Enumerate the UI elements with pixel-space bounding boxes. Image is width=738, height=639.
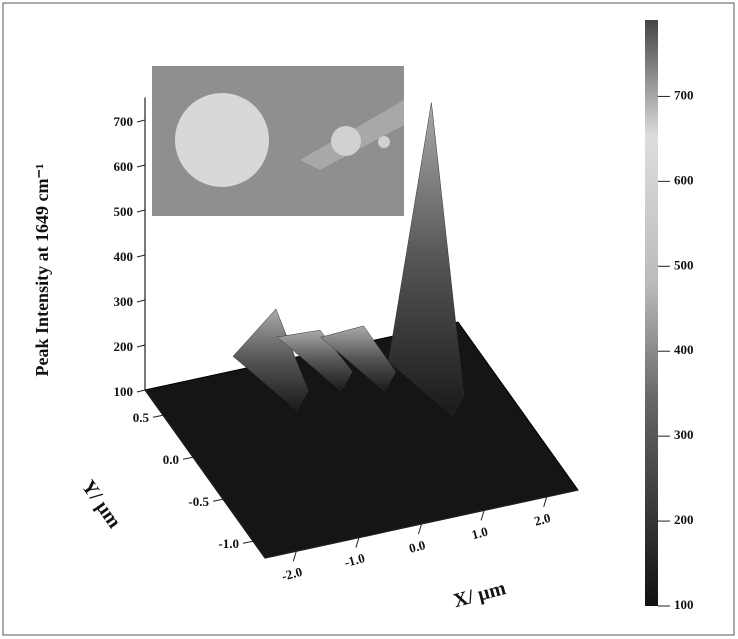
inset-image <box>152 66 404 216</box>
x-tick <box>543 496 548 507</box>
x-tick <box>292 551 297 562</box>
x-tick-label: -1.0 <box>343 550 367 570</box>
y-tick <box>152 414 164 418</box>
surface-peak <box>388 102 465 416</box>
z-tick-label: 600 <box>114 159 134 174</box>
z-tick <box>136 209 146 213</box>
x-tick <box>418 523 422 535</box>
colorbar-tick-label: 400 <box>674 342 694 357</box>
colorbar-tick-label: 200 <box>674 512 694 527</box>
y-tick-label: 0.0 <box>163 452 179 467</box>
z-tick <box>136 254 146 258</box>
y-tick-label: 0.5 <box>133 410 150 425</box>
colorbar-tick-label: 100 <box>674 597 694 612</box>
y-tick <box>242 540 254 544</box>
z-tick <box>136 164 146 168</box>
y-tick <box>182 456 194 460</box>
y-axis-label: Y/ µm <box>77 476 126 532</box>
z-tick-label: 200 <box>114 339 134 354</box>
z-tick-label: 100 <box>114 384 134 399</box>
x-tick-label: 0.0 <box>407 537 427 556</box>
z-tick <box>136 344 146 348</box>
z-tick-label: 500 <box>114 204 134 219</box>
surface-peak <box>276 329 353 392</box>
z-tick <box>136 299 146 303</box>
z-tick <box>136 119 146 123</box>
x-tick-label: 1.0 <box>470 524 490 543</box>
x-tick-label: 2.0 <box>533 510 553 529</box>
colorbar-tick-label: 500 <box>674 257 694 272</box>
surface-peak <box>320 325 397 392</box>
x-tick <box>355 537 360 548</box>
colorbar-tick-label: 300 <box>674 427 694 442</box>
y-tick-label: -0.5 <box>188 494 209 509</box>
y-tick-label: -1.0 <box>218 536 239 551</box>
y-tick <box>212 498 224 502</box>
z-axis-label: Peak Intensity at 1649 cm⁻¹ <box>32 164 52 377</box>
z-tick-label: 300 <box>114 294 134 309</box>
colorbar-tick-label: 700 <box>674 87 694 102</box>
z-tick-label: 700 <box>114 114 134 129</box>
x-axis-label: X/ µm <box>451 577 508 612</box>
x-tick <box>480 510 485 521</box>
z-tick-label: 400 <box>114 249 134 264</box>
z-tick <box>136 389 146 393</box>
colorbar-tick-label: 600 <box>674 172 694 187</box>
surface-peak <box>232 308 309 411</box>
y-axis <box>144 389 266 559</box>
x-tick-label: -2.0 <box>280 564 304 584</box>
colorbar <box>645 20 658 606</box>
